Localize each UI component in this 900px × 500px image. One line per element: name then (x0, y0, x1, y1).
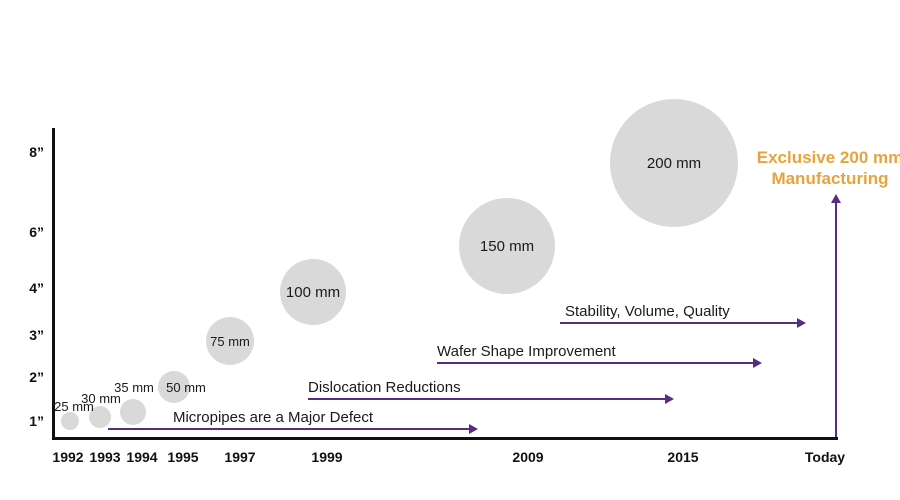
milestone-wafer-shape-arrow-line (437, 362, 754, 364)
callout-line-1: Exclusive 200 mm (756, 148, 900, 167)
x-tick-1992: 1992 (52, 449, 84, 465)
wafer-circle-50mm (158, 371, 190, 403)
wafer-circle-30mm (89, 406, 111, 428)
x-tick-1999: 1999 (311, 449, 343, 465)
y-tick-6in: 6” (29, 224, 44, 240)
milestone-micropipes-label: Micropipes are a Major Defect (172, 409, 374, 426)
wafer-label-75mm: 75 mm (210, 333, 250, 349)
milestone-stability-arrow-line (560, 322, 798, 324)
milestone-dislocation-arrow-line (308, 398, 666, 400)
x-tick-1995: 1995 (167, 449, 199, 465)
exclusive-200mm-callout: Exclusive 200 mm Manufacturing (745, 147, 900, 189)
milestone-wafer-shape-label: Wafer Shape Improvement (437, 343, 616, 360)
y-tick-1in: 1” (29, 413, 44, 429)
wafer-circle-35mm (120, 399, 146, 425)
wafer-label-50mm: 50 mm (166, 380, 206, 395)
milestone-stability-arrowhead-icon (797, 318, 806, 328)
wafer-circle-25mm (61, 412, 79, 430)
x-tick-1993: 1993 (89, 449, 121, 465)
wafer-circle-75mm: 75 mm (206, 317, 254, 365)
wafer-label-100mm: 100 mm (285, 283, 341, 301)
y-tick-4in: 4” (29, 280, 44, 296)
wafer-circle-100mm: 100 mm (280, 259, 346, 325)
milestone-dislocation-label: Dislocation Reductions (308, 379, 461, 396)
x-tick-1994: 1994 (126, 449, 158, 465)
today-arrowhead-icon (831, 194, 841, 203)
wafer-label-30mm: 30 mm (81, 391, 121, 406)
milestone-dislocation-arrowhead-icon (665, 394, 674, 404)
wafer-circle-200mm: 200 mm (610, 99, 738, 227)
y-tick-2in: 2” (29, 369, 44, 385)
x-tick-today: Today (804, 449, 846, 465)
x-tick-2015: 2015 (667, 449, 699, 465)
wafer-label-25mm: 25 mm (54, 399, 94, 414)
x-tick-1997: 1997 (224, 449, 256, 465)
wafer-label-150mm: 150 mm (479, 237, 535, 255)
wafer-label-200mm: 200 mm (646, 154, 702, 172)
callout-line-2: Manufacturing (771, 169, 889, 188)
milestone-micropipes-arrowhead-icon (469, 424, 478, 434)
milestone-wafer-shape-arrowhead-icon (753, 358, 762, 368)
y-tick-3in: 3” (29, 327, 44, 343)
today-arrow-line (835, 203, 837, 437)
wafer-label-35mm: 35 mm (114, 380, 154, 395)
y-tick-8in: 8” (29, 144, 44, 160)
wafer-circle-150mm: 150 mm (459, 198, 555, 294)
milestone-stability-label: Stability, Volume, Quality (565, 303, 730, 320)
y-axis-line (52, 128, 55, 440)
milestone-micropipes-arrow-line (108, 428, 470, 430)
x-tick-2009: 2009 (512, 449, 544, 465)
x-axis-line (52, 437, 838, 440)
